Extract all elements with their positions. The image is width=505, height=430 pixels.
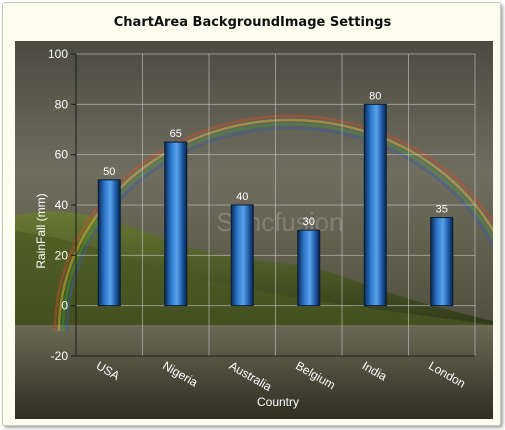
data-label-london: 35 — [436, 204, 448, 216]
y-tick-label: 80 — [55, 97, 69, 111]
chart-area: Syncfusion 50 65 40 30 80 35 -20 0 20 40 60 80 100 … — [15, 41, 505, 419]
data-label-india: 80 — [369, 90, 381, 102]
y-tick-label: 100 — [48, 47, 68, 61]
data-label-australia: 40 — [236, 191, 248, 203]
y-tick-label: 40 — [55, 198, 69, 212]
y-tick-label: 60 — [55, 148, 69, 162]
data-labels: 50 65 40 30 80 35 — [103, 90, 448, 228]
chart-title: ChartArea BackgroundImage Settings — [113, 15, 392, 30]
bar-usa — [97, 179, 121, 307]
x-axis-label: Country — [257, 395, 299, 409]
bar-belgium — [297, 229, 321, 307]
y-tick-label: 0 — [61, 299, 68, 313]
bar-australia — [230, 204, 254, 307]
y-tick-labels: -20 0 20 40 60 80 100 — [48, 47, 68, 363]
gridlines — [75, 53, 476, 357]
bar-nigeria — [164, 141, 188, 307]
y-axis-label: RainFall (mm) — [34, 193, 48, 268]
data-label-usa: 50 — [103, 166, 115, 178]
data-label-nigeria: 65 — [170, 128, 182, 140]
y-tick-label: -20 — [51, 349, 69, 363]
data-label-belgium: 30 — [303, 216, 315, 228]
axes — [71, 53, 475, 357]
bars — [97, 103, 454, 307]
bar-london — [430, 217, 454, 307]
background-image: Syncfusion — [15, 41, 505, 419]
y-tick-label: 20 — [55, 248, 69, 262]
bar-india — [363, 103, 387, 307]
